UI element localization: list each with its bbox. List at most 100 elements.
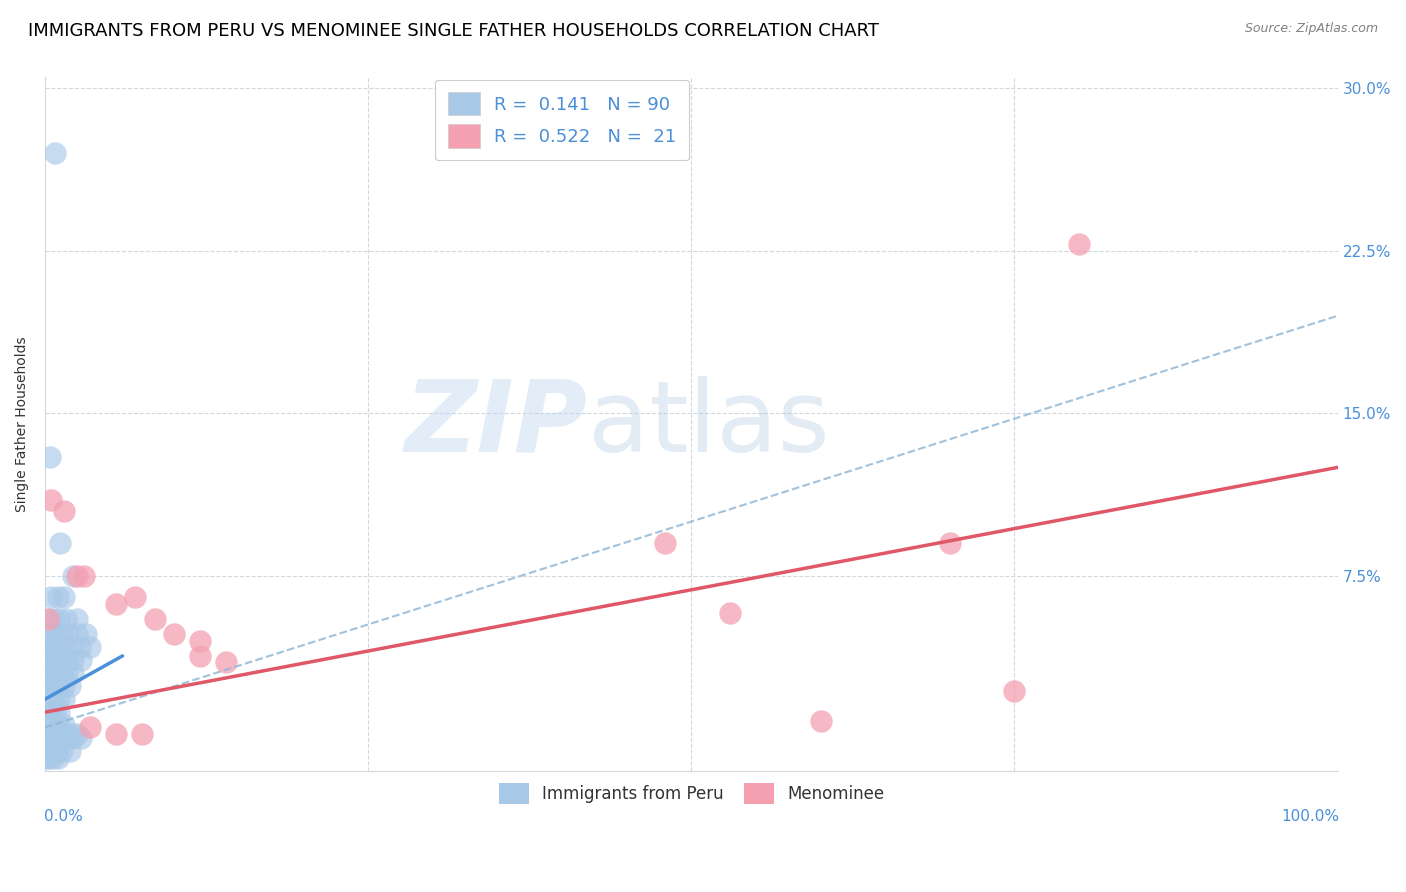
- Point: [718, 606, 741, 620]
- Point: [37, 627, 59, 641]
- Point: [53, 679, 76, 693]
- Point: [58, 627, 80, 641]
- Point: [105, 727, 128, 741]
- Point: [38, 727, 60, 741]
- Text: Source: ZipAtlas.com: Source: ZipAtlas.com: [1244, 22, 1378, 36]
- Point: [188, 648, 211, 663]
- Point: [44, 146, 66, 161]
- Point: [45, 666, 67, 681]
- Point: [48, 727, 70, 741]
- Point: [42, 750, 65, 764]
- Point: [51, 744, 73, 758]
- Point: [48, 640, 70, 655]
- Point: [58, 679, 80, 693]
- Text: IMMIGRANTS FROM PERU VS MENOMINEE SINGLE FATHER HOUSEHOLDS CORRELATION CHART: IMMIGRANTS FROM PERU VS MENOMINEE SINGLE…: [28, 22, 879, 40]
- Point: [59, 640, 82, 655]
- Point: [48, 612, 70, 626]
- Point: [70, 731, 93, 746]
- Text: ZIP: ZIP: [405, 376, 588, 473]
- Point: [51, 653, 73, 667]
- Point: [79, 720, 101, 734]
- Point: [35, 666, 58, 681]
- Point: [69, 640, 91, 655]
- Point: [66, 568, 89, 582]
- Point: [42, 666, 65, 681]
- Point: [35, 727, 58, 741]
- Point: [41, 705, 63, 719]
- Point: [44, 692, 66, 706]
- Point: [38, 718, 60, 732]
- Point: [163, 627, 186, 641]
- Point: [38, 750, 60, 764]
- Point: [75, 627, 97, 641]
- Point: [70, 653, 93, 667]
- Point: [53, 591, 76, 605]
- Point: [35, 718, 58, 732]
- Point: [53, 718, 76, 732]
- Point: [41, 679, 63, 693]
- Point: [38, 666, 60, 681]
- Point: [56, 666, 79, 681]
- Point: [45, 627, 67, 641]
- Point: [45, 653, 67, 667]
- Point: [44, 705, 66, 719]
- Point: [62, 666, 84, 681]
- Point: [79, 640, 101, 655]
- Point: [41, 627, 63, 641]
- Point: [73, 568, 96, 582]
- Point: [810, 714, 832, 728]
- Point: [44, 718, 66, 732]
- Point: [46, 750, 69, 764]
- Point: [35, 653, 58, 667]
- Point: [46, 591, 69, 605]
- Point: [41, 718, 63, 732]
- Point: [41, 591, 63, 605]
- Point: [53, 731, 76, 746]
- Point: [35, 705, 58, 719]
- Point: [215, 656, 238, 670]
- Point: [38, 679, 60, 693]
- Point: [124, 591, 146, 605]
- Point: [1069, 237, 1091, 252]
- Point: [62, 653, 84, 667]
- Legend: Immigrants from Peru, Menominee: Immigrants from Peru, Menominee: [489, 773, 894, 814]
- Point: [42, 731, 65, 746]
- Text: 0.0%: 0.0%: [44, 809, 83, 824]
- Point: [41, 492, 63, 507]
- Point: [51, 627, 73, 641]
- Point: [46, 731, 69, 746]
- Point: [66, 612, 89, 626]
- Text: 100.0%: 100.0%: [1281, 809, 1339, 824]
- Point: [59, 727, 82, 741]
- Point: [62, 731, 84, 746]
- Point: [55, 727, 77, 741]
- Point: [38, 612, 60, 626]
- Point: [39, 450, 62, 464]
- Point: [35, 750, 58, 764]
- Point: [35, 692, 58, 706]
- Point: [51, 666, 73, 681]
- Point: [38, 692, 60, 706]
- Point: [45, 744, 67, 758]
- Y-axis label: Single Father Households: Single Father Households: [15, 336, 30, 512]
- Point: [66, 727, 89, 741]
- Point: [42, 653, 65, 667]
- Point: [939, 536, 962, 550]
- Point: [1004, 683, 1026, 698]
- Point: [56, 653, 79, 667]
- Text: atlas: atlas: [588, 376, 830, 473]
- Point: [66, 627, 89, 641]
- Point: [53, 692, 76, 706]
- Point: [143, 612, 166, 626]
- Point: [42, 640, 65, 655]
- Point: [37, 612, 59, 626]
- Point: [41, 692, 63, 706]
- Point: [131, 727, 153, 741]
- Point: [48, 705, 70, 719]
- Point: [53, 504, 76, 518]
- Point: [105, 597, 128, 611]
- Point: [38, 705, 60, 719]
- Point: [41, 727, 63, 741]
- Point: [654, 536, 676, 550]
- Point: [39, 738, 62, 752]
